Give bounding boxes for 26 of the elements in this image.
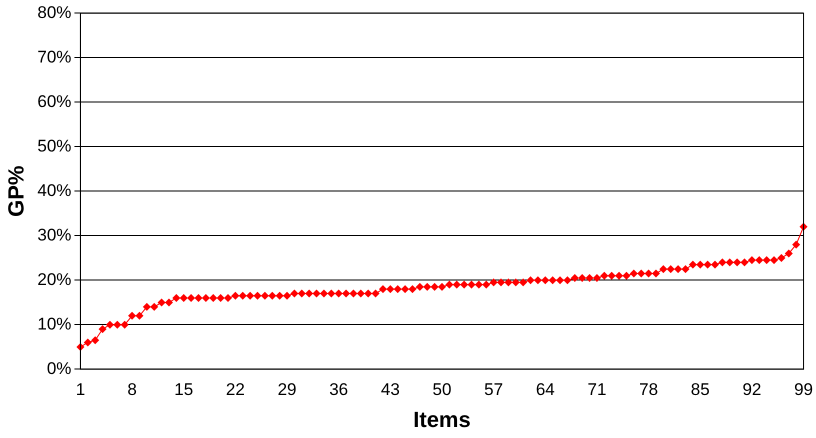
x-tick-label: 78: [639, 380, 658, 400]
x-tick-label: 71: [587, 380, 606, 400]
x-tick-label: 85: [690, 380, 710, 400]
y-tick-label: 50%: [37, 136, 72, 156]
x-tick-label: 8: [127, 380, 137, 400]
x-tick-label: 57: [484, 380, 504, 400]
y-tick-label: 20%: [37, 270, 72, 289]
x-tick-label: 29: [278, 380, 296, 400]
x-tick-label: 36: [329, 380, 348, 400]
x-tick-label: 1: [76, 380, 86, 400]
x-tick-label: 43: [380, 380, 400, 400]
x-tick-label: 92: [742, 380, 762, 400]
x-tick-label: 99: [794, 380, 814, 400]
x-tick-label: 50: [432, 380, 452, 400]
x-axis-title: Items: [413, 406, 471, 432]
x-tick-label: 64: [536, 380, 555, 400]
y-tick-label: 70%: [37, 47, 72, 66]
x-tick-label: 15: [174, 380, 194, 400]
y-tick-label: 30%: [37, 225, 72, 244]
y-tick-label: 80%: [37, 2, 72, 22]
y-tick-label: 10%: [37, 314, 72, 334]
y-tick-label: 0%: [46, 358, 72, 378]
y-tick-label: 40%: [37, 180, 72, 200]
x-tick-label: 22: [226, 380, 245, 400]
y-axis-title: GP%: [3, 166, 28, 217]
y-tick-label: 60%: [37, 92, 72, 111]
